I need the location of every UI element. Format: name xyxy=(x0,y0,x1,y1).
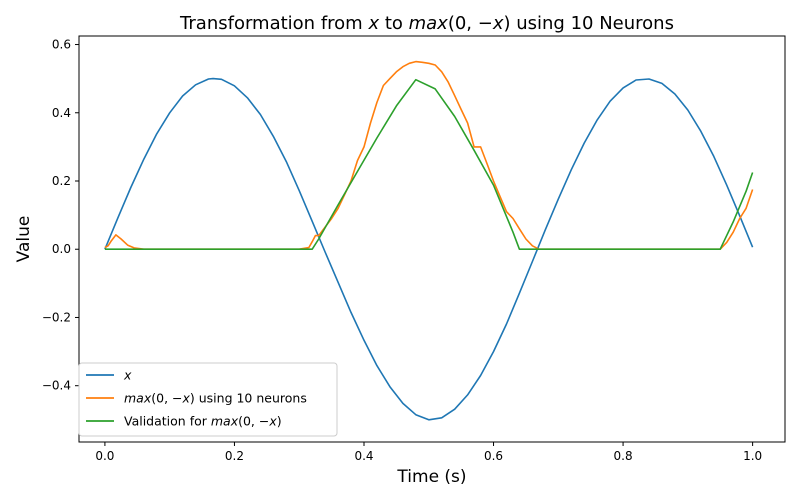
y-axis-label: Value xyxy=(14,216,34,263)
series-line-validation xyxy=(104,78,754,250)
x-tick-label: 0.2 xyxy=(225,449,244,463)
legend-label-neurons: max(0, −x) using 10 neurons xyxy=(124,391,307,406)
x-tick-label: 0.0 xyxy=(95,449,114,463)
legend-frame xyxy=(78,362,338,437)
legend-label-part: max xyxy=(124,391,152,406)
legend-label-part: (0, xyxy=(151,391,172,406)
x-tick-label: 0.8 xyxy=(614,449,633,463)
y-tick-label: 0.4 xyxy=(52,106,71,120)
chart-title: Transformation from x to max(0, −x) usin… xyxy=(179,13,674,34)
chart-title-part: to xyxy=(379,13,409,34)
plot-lines xyxy=(104,60,754,421)
x-axis-label: Time (s) xyxy=(396,467,466,487)
chart-title-part: x xyxy=(367,13,379,34)
x-tick-label: 1.0 xyxy=(743,449,762,463)
x-tick-label: 0.6 xyxy=(484,449,503,463)
legend-label-validation: Validation for max(0, −x) xyxy=(124,414,282,429)
chart-title-part: ) using 10 Neurons xyxy=(503,13,673,34)
legend-label-part: x xyxy=(123,368,132,383)
y-tick-label: 0.0 xyxy=(52,242,71,256)
x-tick-label: 0.4 xyxy=(354,449,373,463)
legend-label-part: ) xyxy=(277,414,282,429)
series-line-x xyxy=(104,77,754,421)
legend-label-part: −x xyxy=(172,391,190,406)
legend-label-part: max xyxy=(211,414,239,429)
chart-title-part: max xyxy=(409,13,449,34)
y-tick-label: −0.2 xyxy=(42,310,71,324)
legend-label-part: −x xyxy=(259,414,277,429)
legend-label-part: (0, xyxy=(238,414,259,429)
x-axis: 0.0 0.2 0.4 0.6 0.8 1.0 xyxy=(95,442,762,463)
legend-label-x: x xyxy=(123,368,132,383)
chart-title-part: −x xyxy=(478,13,504,34)
chart-title-part: Transformation from xyxy=(179,13,368,34)
y-tick-label: 0.2 xyxy=(52,174,71,188)
y-axis: −0.4 −0.2 0.0 0.2 0.4 0.6 xyxy=(42,38,79,393)
y-tick-label: 0.6 xyxy=(52,38,71,52)
legend-label-part: Validation for xyxy=(124,414,211,429)
legend-label-part: ) using 10 neurons xyxy=(190,391,307,406)
plot-frame xyxy=(78,35,786,443)
chart-title-part: (0, xyxy=(448,13,478,34)
y-tick-label: −0.4 xyxy=(42,379,71,393)
